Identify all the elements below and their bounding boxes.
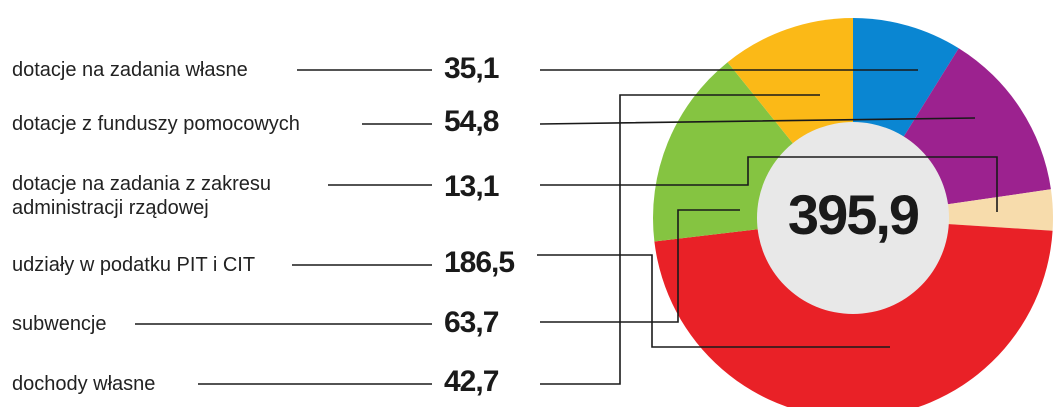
donut-total-value: 395,9 [787, 183, 920, 246]
legend-value-subwencje: 63,7 [440, 306, 503, 340]
legend-label-udzialy-pit-cit: udziały w podatku PIT i CIT [12, 253, 266, 277]
legend-value-dotacje-administracji-rzadowej: 13,1 [440, 170, 503, 204]
legend-label-dochody-wlasne: dochody własne [12, 372, 166, 396]
donut-hole [757, 122, 949, 314]
legend-label-subwencje: subwencje [12, 312, 117, 336]
legend-label-line-2: administracji rządowej [12, 197, 209, 219]
leader-line-udzialy-pit-cit [292, 254, 890, 348]
legend-label-line-1: dotacje na zadania z zakresu [12, 173, 272, 195]
legend-value-dochody-wlasne: 42,7 [440, 365, 503, 399]
leader-line-dotacje-administracji-rzadowej [328, 156, 998, 212]
legend-value-udzialy-pit-cit: 186,5 [440, 246, 519, 280]
legend-value-dotacje-zadania-wlasne: 35,1 [440, 52, 503, 86]
legend-label-dotacje-zadania-wlasne: dotacje na zadania własne [12, 58, 258, 82]
legend-value-dotacje-funduszy-pomocowych: 54,8 [440, 105, 503, 139]
legend-label-dotacje-administracji-rzadowej: dotacje na zadania z zakresu administrac… [12, 172, 282, 220]
leader-line-dotacje-funduszy-pomocowych [362, 117, 976, 125]
leader-lines [135, 69, 998, 385]
leader-line-dochody-wlasne [198, 94, 820, 385]
legend-label-dotacje-funduszy-pomocowych: dotacje z funduszy pomocowych [12, 112, 310, 136]
leader-line-subwencje [135, 209, 740, 325]
